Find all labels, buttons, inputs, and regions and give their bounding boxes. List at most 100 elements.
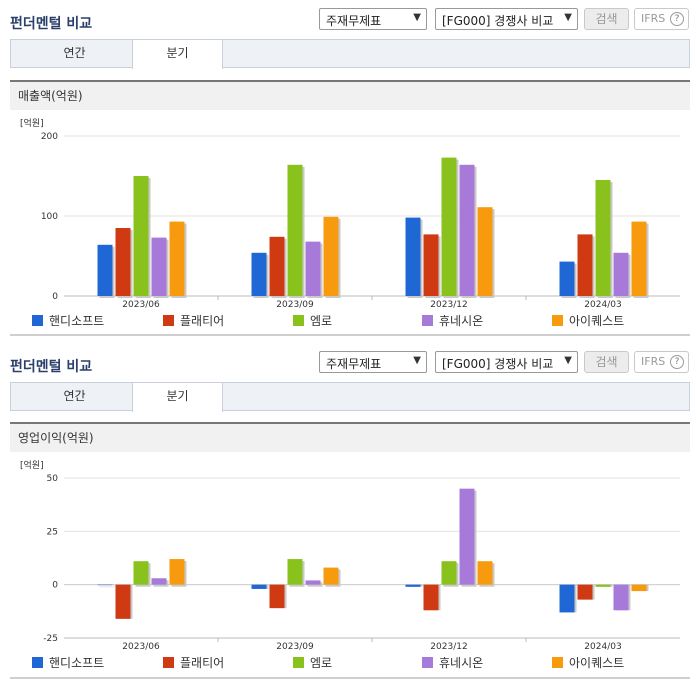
bar bbox=[577, 234, 593, 296]
tab-annual[interactable]: 연간 bbox=[63, 46, 86, 60]
help-icon: ? bbox=[670, 355, 684, 369]
section-divider bbox=[10, 677, 690, 679]
bar bbox=[151, 237, 167, 296]
statement-select-value: 주재무제표 bbox=[326, 14, 382, 28]
legend-item[interactable]: 아이퀘스트 bbox=[552, 312, 624, 329]
x-tick-label: 2023/09 bbox=[276, 642, 314, 652]
tab-quarterly[interactable]: 분기 bbox=[132, 40, 223, 69]
legend-swatch bbox=[293, 657, 304, 668]
bar bbox=[631, 584, 647, 592]
legend-item[interactable]: 아이퀘스트 bbox=[552, 654, 624, 671]
bar-shadow bbox=[99, 586, 115, 588]
bar bbox=[613, 584, 629, 611]
section-title: 펀더멘털 비교 bbox=[10, 16, 93, 32]
bar bbox=[459, 488, 475, 585]
chart-legend: 핸디소프트 플래티어 엠로 휴네시온 아이퀘스트 bbox=[30, 312, 690, 328]
bar bbox=[115, 228, 131, 296]
tab-quarterly[interactable]: 분기 bbox=[132, 383, 223, 412]
compare-select-value: [FG000] 경쟁사 비교 bbox=[442, 14, 554, 28]
legend-label: 아이퀘스트 bbox=[569, 314, 625, 328]
bar bbox=[613, 252, 629, 296]
legend-label: 엠로 bbox=[310, 314, 333, 328]
bar bbox=[305, 580, 321, 585]
chevron-down-icon: ▼ bbox=[413, 355, 421, 366]
statement-select-value: 주재무제표 bbox=[326, 357, 382, 371]
chart-title: 매출액(억원) bbox=[10, 80, 690, 110]
bar bbox=[133, 561, 149, 585]
section-divider bbox=[10, 334, 690, 336]
bar bbox=[323, 216, 339, 296]
fundamental-section-operating-profit: 펀더멘털 비교 주재무제표 ▼ [FG000] 경쟁사 비교 ▼ 검색 IFRS… bbox=[0, 342, 696, 684]
legend-label: 휴네시온 bbox=[439, 314, 484, 328]
bar bbox=[405, 584, 421, 587]
legend-label: 아이퀘스트 bbox=[569, 656, 625, 670]
chart-title: 영업이익(억원) bbox=[10, 422, 690, 452]
section-title: 펀더멘털 비교 bbox=[10, 359, 93, 375]
legend-item[interactable]: 엠로 bbox=[293, 654, 332, 671]
bar bbox=[287, 164, 303, 296]
legend-label: 플래티어 bbox=[180, 656, 225, 670]
bar bbox=[287, 559, 303, 585]
bar bbox=[251, 252, 267, 296]
legend-label: 핸디소프트 bbox=[49, 314, 105, 328]
operating-profit-chart: -25 0 25 50 2023/06 2023/09 2023/12 2024/03 bbox=[43, 474, 680, 652]
bar bbox=[423, 584, 439, 611]
bar bbox=[269, 584, 285, 609]
revenue-chart: 0 100 200 2023/06 2023/09 2023/12 2024/03 bbox=[41, 132, 680, 310]
bar bbox=[441, 561, 457, 585]
compare-select[interactable]: [FG000] 경쟁사 비교 ▼ bbox=[435, 8, 578, 30]
bar bbox=[323, 567, 339, 585]
bar bbox=[423, 234, 439, 296]
statement-select[interactable]: 주재무제표 ▼ bbox=[319, 8, 427, 30]
bar bbox=[595, 584, 611, 587]
bar bbox=[251, 584, 267, 589]
bar bbox=[631, 221, 647, 296]
ifrs-button[interactable]: IFRS ? bbox=[634, 8, 689, 30]
compare-select[interactable]: [FG000] 경쟁사 비교 ▼ bbox=[435, 351, 578, 373]
period-tabs: 연간 분기 bbox=[10, 382, 690, 412]
bar bbox=[477, 561, 493, 585]
legend-item[interactable]: 핸디소프트 bbox=[32, 654, 104, 671]
ifrs-label: IFRS bbox=[641, 355, 666, 368]
y-unit-label: [억원] bbox=[20, 461, 44, 471]
legend-swatch bbox=[163, 315, 174, 326]
x-tick-label: 2024/03 bbox=[584, 300, 621, 310]
y-tick-label: 0 bbox=[52, 292, 58, 302]
legend-swatch bbox=[163, 657, 174, 668]
legend-item[interactable]: 엠로 bbox=[293, 312, 332, 329]
legend-swatch bbox=[293, 315, 304, 326]
bar bbox=[169, 559, 185, 585]
legend-swatch bbox=[32, 315, 43, 326]
ifrs-label: IFRS bbox=[641, 12, 666, 25]
bar bbox=[305, 241, 321, 296]
period-tabs: 연간 분기 bbox=[10, 39, 690, 69]
legend-item[interactable]: 플래티어 bbox=[163, 654, 224, 671]
legend-item[interactable]: 플래티어 bbox=[163, 312, 224, 329]
legend-label: 플래티어 bbox=[180, 314, 225, 328]
x-tick-label: 2023/12 bbox=[430, 642, 467, 652]
chevron-down-icon: ▼ bbox=[413, 12, 421, 23]
legend-swatch bbox=[552, 315, 563, 326]
bar bbox=[133, 176, 149, 296]
bar bbox=[559, 261, 575, 296]
y-unit-label: [억원] bbox=[20, 119, 44, 129]
search-button[interactable]: 검색 bbox=[584, 8, 629, 30]
x-tick-label: 2023/12 bbox=[430, 300, 467, 310]
bar bbox=[115, 584, 131, 619]
y-tick-label: 100 bbox=[41, 212, 58, 222]
bar bbox=[459, 164, 475, 296]
statement-select[interactable]: 주재무제표 ▼ bbox=[319, 351, 427, 373]
ifrs-button[interactable]: IFRS ? bbox=[634, 351, 689, 373]
legend-item[interactable]: 핸디소프트 bbox=[32, 312, 104, 329]
tab-annual[interactable]: 연간 bbox=[63, 389, 86, 403]
search-button[interactable]: 검색 bbox=[584, 351, 629, 373]
bar bbox=[595, 180, 611, 296]
help-icon: ? bbox=[670, 12, 684, 26]
bar bbox=[269, 236, 285, 296]
legend-swatch bbox=[552, 657, 563, 668]
legend-item[interactable]: 휴네시온 bbox=[422, 312, 483, 329]
compare-select-value: [FG000] 경쟁사 비교 bbox=[442, 357, 554, 371]
legend-item[interactable]: 휴네시온 bbox=[422, 654, 483, 671]
x-tick-label: 2023/09 bbox=[276, 300, 314, 310]
chart-legend: 핸디소프트 플래티어 엠로 휴네시온 아이퀘스트 bbox=[30, 654, 690, 670]
